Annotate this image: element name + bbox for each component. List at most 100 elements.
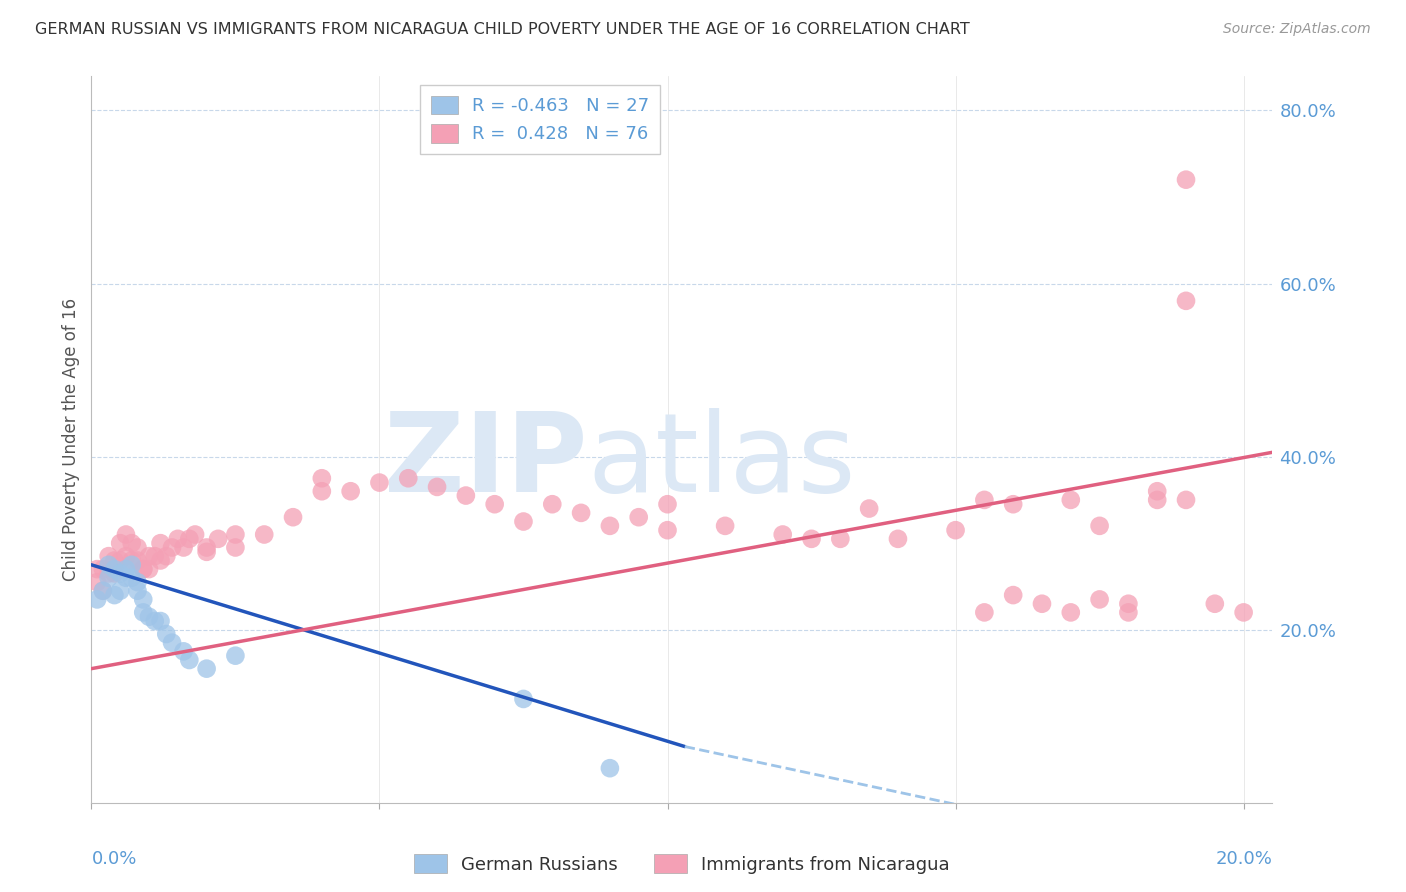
Point — [858, 501, 880, 516]
Point — [1146, 492, 1168, 507]
Point — [91, 583, 114, 598]
Point — [224, 648, 246, 663]
Point — [103, 562, 125, 576]
Point — [830, 532, 852, 546]
Point — [484, 497, 506, 511]
Point — [1175, 293, 1198, 308]
Point — [149, 553, 172, 567]
Point — [772, 527, 794, 541]
Point — [973, 492, 995, 507]
Text: GERMAN RUSSIAN VS IMMIGRANTS FROM NICARAGUA CHILD POVERTY UNDER THE AGE OF 16 CO: GERMAN RUSSIAN VS IMMIGRANTS FROM NICARA… — [35, 22, 970, 37]
Point — [195, 541, 218, 555]
Point — [127, 575, 149, 590]
Point — [179, 532, 201, 546]
Point — [138, 609, 160, 624]
Point — [160, 636, 183, 650]
Point — [368, 475, 391, 490]
Point — [1175, 492, 1198, 507]
Point — [143, 614, 166, 628]
Point — [155, 549, 177, 563]
Point — [132, 562, 155, 576]
Point — [143, 549, 166, 563]
Point — [91, 583, 114, 598]
Point — [138, 562, 160, 576]
Point — [127, 541, 149, 555]
Point — [103, 566, 125, 581]
Legend: German Russians, Immigrants from Nicaragua: German Russians, Immigrants from Nicarag… — [406, 847, 957, 881]
Point — [512, 515, 534, 529]
Point — [1146, 484, 1168, 499]
Point — [1088, 592, 1111, 607]
Point — [311, 484, 333, 499]
Point — [86, 562, 108, 576]
Point — [627, 510, 650, 524]
Point — [224, 527, 246, 541]
Point — [121, 571, 143, 585]
Point — [253, 527, 276, 541]
Point — [512, 692, 534, 706]
Text: Source: ZipAtlas.com: Source: ZipAtlas.com — [1223, 22, 1371, 37]
Point — [121, 558, 143, 572]
Text: ZIP: ZIP — [384, 408, 588, 515]
Point — [184, 527, 207, 541]
Point — [91, 562, 114, 576]
Point — [173, 644, 195, 658]
Point — [108, 536, 131, 550]
Point — [115, 527, 138, 541]
Point — [149, 536, 172, 550]
Text: 0.0%: 0.0% — [91, 850, 136, 869]
Point — [195, 662, 218, 676]
Point — [945, 523, 967, 537]
Point — [1002, 588, 1025, 602]
Point — [800, 532, 823, 546]
Point — [103, 588, 125, 602]
Point — [1204, 597, 1226, 611]
Point — [657, 523, 679, 537]
Point — [132, 606, 155, 620]
Point — [454, 489, 477, 503]
Point — [1118, 597, 1140, 611]
Point — [132, 592, 155, 607]
Point — [115, 562, 138, 576]
Text: atlas: atlas — [588, 408, 856, 515]
Point — [103, 553, 125, 567]
Point — [973, 606, 995, 620]
Point — [108, 583, 131, 598]
Point — [127, 553, 149, 567]
Point — [121, 553, 143, 567]
Point — [195, 545, 218, 559]
Point — [1002, 497, 1025, 511]
Point — [138, 549, 160, 563]
Y-axis label: Child Poverty Under the Age of 16: Child Poverty Under the Age of 16 — [62, 298, 80, 581]
Point — [97, 566, 120, 581]
Point — [173, 541, 195, 555]
Point — [207, 532, 229, 546]
Point — [1233, 606, 1256, 620]
Point — [339, 484, 361, 499]
Point — [224, 541, 246, 555]
Point — [426, 480, 449, 494]
Point — [599, 519, 621, 533]
Point — [97, 558, 120, 572]
Point — [86, 575, 108, 590]
Point — [281, 510, 304, 524]
Point — [155, 627, 177, 641]
Point — [1031, 597, 1053, 611]
Point — [1060, 492, 1083, 507]
Point — [97, 549, 120, 563]
Point — [599, 761, 621, 775]
Point — [311, 471, 333, 485]
Point — [115, 549, 138, 563]
Point — [1060, 606, 1083, 620]
Text: 20.0%: 20.0% — [1215, 850, 1272, 869]
Point — [1088, 519, 1111, 533]
Point — [121, 536, 143, 550]
Point — [86, 592, 108, 607]
Point — [714, 519, 737, 533]
Point — [160, 541, 183, 555]
Point — [108, 566, 131, 581]
Point — [1175, 172, 1198, 186]
Point — [115, 571, 138, 585]
Point — [1118, 606, 1140, 620]
Point — [97, 571, 120, 585]
